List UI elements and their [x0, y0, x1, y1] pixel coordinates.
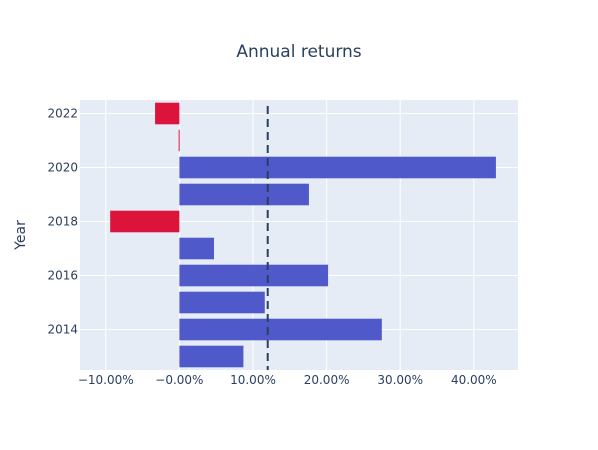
bar-2013 [179, 345, 244, 368]
bar-2014 [179, 318, 382, 341]
y-tick-label: 2014 [47, 323, 78, 337]
bar-2017 [179, 237, 214, 260]
y-tick-label: 2016 [47, 269, 78, 283]
bars [110, 102, 496, 368]
y-tick-label: 2018 [47, 215, 78, 229]
bar-2022 [155, 102, 180, 125]
x-tick-label: 10.00% [230, 373, 276, 387]
x-tick-label: 30.00% [377, 373, 423, 387]
x-tick-label: −10.00% [78, 373, 134, 387]
bar-2019 [179, 183, 309, 206]
bar-2020 [179, 156, 496, 179]
chart-title: Annual returns [236, 42, 361, 62]
bar-2016 [179, 264, 329, 287]
y-axis-title: Year [13, 220, 29, 251]
y-tick-label: 2022 [47, 107, 78, 121]
bar-2015 [179, 291, 265, 314]
y-tick-label: 2020 [47, 161, 78, 175]
tick-labels: −10.00% −0.00% 10.00% 20.00% 30.00% 40.00% 201… [47, 107, 496, 388]
bar-2021 [178, 129, 180, 152]
x-tick-label: −0.00% [155, 373, 203, 387]
x-tick-label: 40.00% [451, 373, 497, 387]
bar-2018 [110, 210, 180, 233]
x-tick-label: 20.00% [304, 373, 350, 387]
